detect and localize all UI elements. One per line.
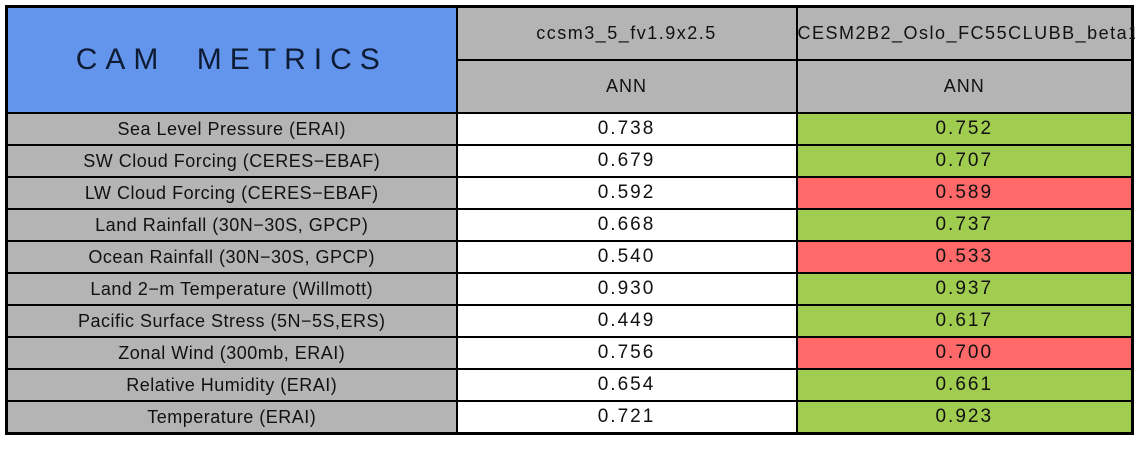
- column-subheader-season-baseline: ANN: [455, 59, 798, 114]
- test-value: 0.661: [795, 368, 1134, 402]
- baseline-value: 0.668: [455, 208, 798, 242]
- table-row: Zonal Wind (300mb, ERAI) 0.756 0.700: [5, 336, 1134, 370]
- baseline-value: 0.721: [455, 400, 798, 435]
- metric-label: Pacific Surface Stress (5N−5S,ERS): [5, 304, 458, 338]
- season-header-row: ANN ANN: [7, 59, 1134, 114]
- column-header-model-test: CESM2B2_Oslo_FC55CLUBB_beta1p: [795, 5, 1135, 61]
- metric-label: Sea Level Pressure (ERAI): [5, 112, 458, 146]
- metric-label: Ocean Rainfall (30N−30S, GPCP): [5, 240, 458, 274]
- test-value: 0.923: [795, 400, 1134, 435]
- test-value: 0.937: [795, 272, 1134, 306]
- table-row: Relative Humidity (ERAI) 0.654 0.661: [5, 368, 1134, 402]
- table-row: SW Cloud Forcing (CERES−EBAF) 0.679 0.70…: [5, 144, 1134, 178]
- table-row: Land 2−m Temperature (Willmott) 0.930 0.…: [5, 272, 1134, 306]
- baseline-value: 0.738: [455, 112, 798, 146]
- table-title: CAM METRICS: [5, 5, 458, 114]
- table-row: Ocean Rainfall (30N−30S, GPCP) 0.540 0.5…: [5, 240, 1134, 274]
- baseline-value: 0.540: [455, 240, 798, 274]
- baseline-value: 0.592: [455, 176, 798, 210]
- metric-label: Land 2−m Temperature (Willmott): [5, 272, 458, 306]
- column-subheader-season-test: ANN: [795, 59, 1134, 114]
- column-header-model-baseline: ccsm3_5_fv1.9x2.5: [455, 5, 798, 61]
- metric-label: Relative Humidity (ERAI): [5, 368, 458, 402]
- test-value: 0.707: [795, 144, 1134, 178]
- baseline-value: 0.449: [455, 304, 798, 338]
- baseline-value: 0.756: [455, 336, 798, 370]
- metric-label: SW Cloud Forcing (CERES−EBAF): [5, 144, 458, 178]
- model-header-row: CAM METRICS ccsm3_5_fv1.9x2.5 CESM2B2_Os…: [5, 5, 1135, 114]
- baseline-value: 0.930: [455, 272, 798, 306]
- table-row: Temperature (ERAI) 0.721 0.923: [5, 400, 1134, 435]
- test-value: 0.589: [795, 176, 1134, 210]
- metric-label: Zonal Wind (300mb, ERAI): [5, 336, 458, 370]
- test-value: 0.700: [795, 336, 1134, 370]
- test-value: 0.533: [795, 240, 1134, 274]
- metric-label: Land Rainfall (30N−30S, GPCP): [5, 208, 458, 242]
- metric-label: Temperature (ERAI): [5, 400, 458, 435]
- table-row: Sea Level Pressure (ERAI) 0.738 0.752: [5, 112, 1134, 146]
- cam-metrics-table: CAM METRICS ccsm3_5_fv1.9x2.5 CESM2B2_Os…: [5, 5, 1135, 435]
- table-row: Land Rainfall (30N−30S, GPCP) 0.668 0.73…: [5, 208, 1134, 242]
- baseline-value: 0.679: [455, 144, 798, 178]
- test-value: 0.752: [795, 112, 1134, 146]
- test-value: 0.617: [795, 304, 1134, 338]
- metric-label: LW Cloud Forcing (CERES−EBAF): [5, 176, 458, 210]
- baseline-value: 0.654: [455, 368, 798, 402]
- test-value: 0.737: [795, 208, 1134, 242]
- table-row: LW Cloud Forcing (CERES−EBAF) 0.592 0.58…: [5, 176, 1134, 210]
- table-row: Pacific Surface Stress (5N−5S,ERS) 0.449…: [5, 304, 1134, 338]
